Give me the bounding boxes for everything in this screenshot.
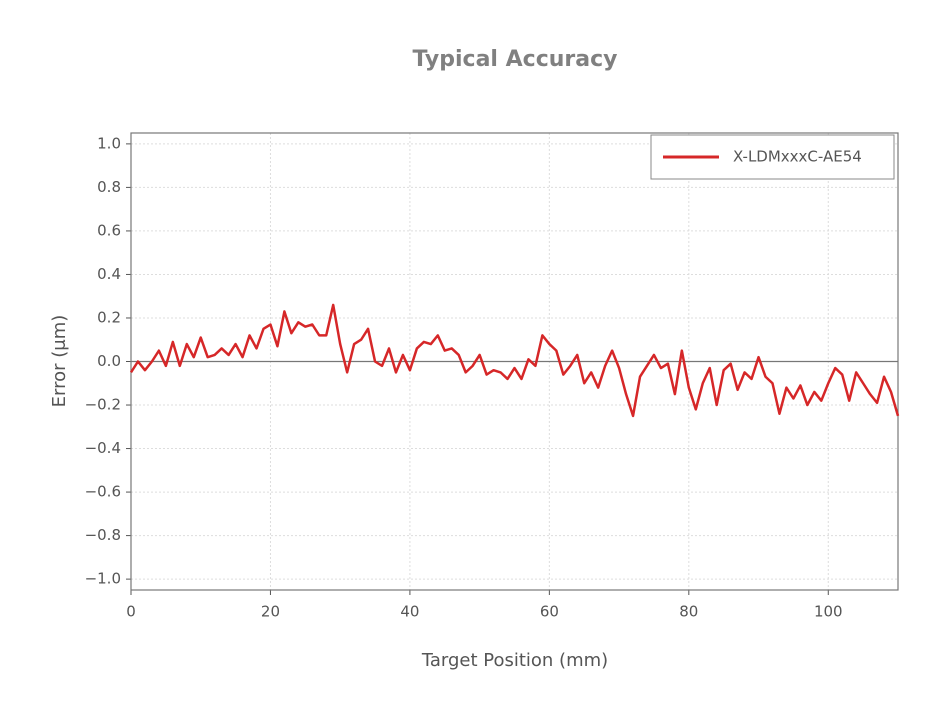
y-tick-label: −0.2	[85, 396, 121, 414]
y-axis-label: Error (μm)	[49, 315, 70, 408]
x-axis-label: Target Position (mm)	[421, 650, 608, 671]
y-tick-label: 0.4	[97, 265, 121, 283]
x-tick-label: 80	[679, 603, 698, 621]
legend-label: X-LDMxxxC-AE54	[733, 148, 862, 166]
x-tick-label: 0	[126, 603, 136, 621]
y-tick-label: 0.0	[97, 352, 121, 370]
y-tick-label: −0.6	[85, 483, 121, 501]
y-tick-label: 0.2	[97, 308, 121, 326]
x-tick-label: 100	[814, 603, 843, 621]
data-line	[129, 303, 900, 418]
y-tick-label: −0.4	[85, 439, 121, 457]
chart-title: Typical Accuracy	[413, 47, 618, 72]
x-tick-label: 40	[400, 603, 419, 621]
x-tick-label: 20	[261, 603, 280, 621]
plot-frame	[130, 132, 899, 591]
y-tick-label: 0.8	[97, 178, 121, 196]
x-tick-label: 60	[540, 603, 559, 621]
y-tick-label: −1.0	[85, 570, 121, 588]
y-tick-label: 0.6	[97, 221, 121, 239]
y-tick-label: 1.0	[97, 134, 121, 152]
y-tick-label: −0.8	[85, 526, 121, 544]
